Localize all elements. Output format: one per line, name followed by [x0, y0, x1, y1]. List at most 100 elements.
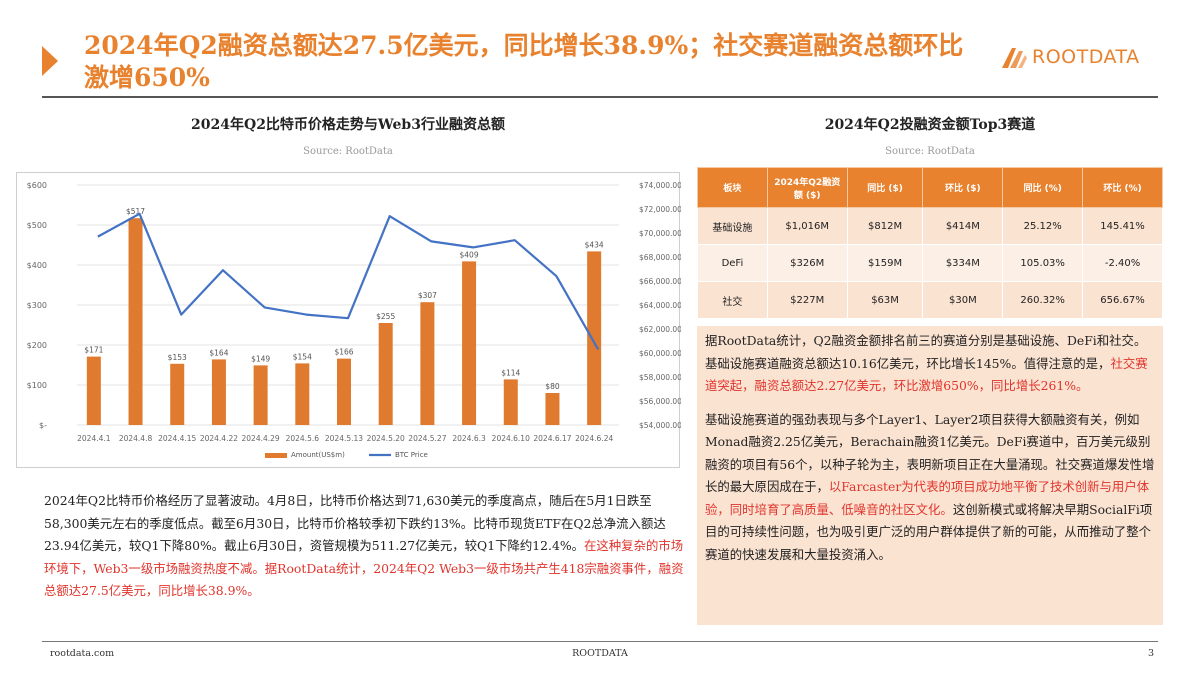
right-axis-tick: $62,000.00 — [639, 325, 681, 334]
bar — [86, 356, 101, 425]
right-axis-tick: $72,000.00 — [639, 205, 681, 214]
x-axis-tick: 2024.5.6 — [286, 434, 320, 443]
table-header-row: 板块 2024年Q2融资额 ($) 同比 ($) 环比 ($) 同比 (%) 环… — [697, 167, 1163, 208]
footer-site: rootdata.com — [50, 648, 115, 659]
btc-funding-chart: $600 $500 $400 $300 $200 $100 $- $74,000.00 $72,… — [16, 172, 681, 468]
table-cell: $1,016M — [766, 207, 848, 245]
x-axis-tick: 2024.6.10 — [492, 434, 530, 443]
table-header-cell: 环比 (%) — [1082, 167, 1163, 208]
bar — [170, 363, 185, 425]
left-chart-title: 2024年Q2比特币价格走势与Web3行业融资总额 — [191, 117, 505, 133]
right-axis-tick: $68,000.00 — [639, 253, 681, 262]
bar-data-label: $166 — [334, 348, 353, 357]
table-row: 基础设施 $1,016M $812M $414M 25.12% 145.41% — [697, 207, 1163, 245]
table-row: 社交 $227M $63M $30M 260.32% 656.67% — [697, 281, 1163, 319]
bar — [337, 358, 351, 425]
table-row: DeFi $326M $159M $334M 105.03% -2.40% — [697, 244, 1163, 282]
right-table-source: Source: RootData — [885, 146, 975, 157]
x-axis-tick: 2024.4.15 — [158, 434, 196, 443]
bar-data-label: $517 — [126, 207, 145, 216]
right-axis-tick: $58,000.00 — [639, 373, 681, 382]
right-analysis-paragraph-2: 基础设施赛道的强劲表现与多个Layer1、Layer2项目获得大额融资有关，例如… — [705, 409, 1155, 567]
right-axis-tick: $60,000.00 — [639, 349, 681, 358]
bar-data-label: $80 — [545, 382, 560, 391]
x-axis-tick: 2024.4.22 — [200, 434, 238, 443]
page-title: 2024年Q2融资总额达27.5亿美元，同比增长38.9%；社交赛道融资总额环比… — [84, 31, 964, 92]
table-cell: $812M — [846, 207, 924, 245]
bar-data-label: $154 — [293, 352, 312, 361]
table-cell: $227M — [766, 281, 848, 319]
right-analysis-paragraph-1: 据RootData统计，Q2融资金额排名前三的赛道分别是基础设施、DeFi和社交… — [705, 330, 1155, 398]
bar — [211, 359, 226, 425]
x-axis-tick: 2024.6.17 — [533, 434, 571, 443]
table-cell: 145.41% — [1082, 207, 1163, 245]
footer-brand: ROOTDATA — [572, 648, 628, 659]
bar-data-label: $171 — [84, 346, 103, 355]
bar-data-label: $307 — [418, 291, 437, 300]
left-summary-text: 2024年Q2比特币价格经历了显著波动。4月8日，比特币价格达到71,630美元… — [44, 493, 666, 553]
left-axis-tick: $400 — [27, 261, 47, 270]
rootdata-logo: ROOTDATA — [1000, 42, 1140, 72]
x-axis-tick: 2024.4.29 — [242, 434, 280, 443]
legend-swatch-amount — [265, 453, 287, 458]
x-axis-tick: 2024.5.27 — [408, 434, 446, 443]
table-header-cell: 同比 (%) — [1002, 167, 1084, 208]
x-axis-tick: 2024.6.3 — [452, 434, 486, 443]
right-axis-tick: $70,000.00 — [639, 229, 681, 238]
logo-text: ROOTDATA — [1032, 46, 1140, 68]
table-header-cell: 同比 ($) — [846, 167, 924, 208]
bar — [503, 379, 518, 425]
table-cell: $63M — [846, 281, 924, 319]
bar — [295, 363, 310, 425]
left-summary-highlight: 在这种复杂的市场环境下，Web3一级市场融资热度不减。据RootData统计，2… — [44, 538, 684, 598]
left-axis-tick: $100 — [27, 381, 47, 390]
bar — [420, 302, 435, 425]
right-text: 基础设施赛道的强劲表现与多个Layer1、Layer2项目获得大额融资有关，例如… — [705, 411, 1155, 495]
bar — [128, 218, 143, 425]
x-axis-tick: 2024.4.1 — [77, 434, 111, 443]
bar-data-label: $164 — [209, 348, 228, 357]
right-axis-tick: $54,000.00 — [639, 421, 681, 430]
title-marker-icon — [42, 46, 58, 76]
x-axis-tick: 2024.6.24 — [575, 434, 613, 443]
table-cell: 社交 — [697, 281, 768, 319]
table-cell: 105.03% — [1002, 244, 1084, 282]
left-axis-tick: $300 — [27, 301, 47, 310]
table-cell: 656.67% — [1082, 281, 1163, 319]
x-axis-tick: 2024.4.8 — [119, 434, 153, 443]
footer-divider — [42, 641, 1158, 642]
chart-svg: $600 $500 $400 $300 $200 $100 $- $74,000.00 $72,… — [27, 181, 681, 459]
bar-data-label: $434 — [585, 240, 604, 249]
bar-data-label: $153 — [168, 353, 187, 362]
left-axis-tick: $500 — [27, 221, 47, 230]
table-header-cell: 板块 — [697, 167, 768, 208]
right-text: 据RootData统计，Q2融资金额排名前三的赛道分别是基础设施、DeFi和社交… — [705, 333, 1147, 371]
left-chart-source: Source: RootData — [303, 146, 393, 157]
table-cell: 260.32% — [1002, 281, 1084, 319]
table-cell: $159M — [846, 244, 924, 282]
right-axis-tick: $56,000.00 — [639, 397, 681, 406]
bar — [462, 261, 477, 425]
page-number: 3 — [1148, 648, 1155, 659]
table-cell: $30M — [922, 281, 1004, 319]
right-axis-tick: $66,000.00 — [639, 277, 681, 286]
right-axis-tick: $74,000.00 — [639, 181, 681, 190]
table-cell: DeFi — [697, 244, 768, 282]
left-axis-tick: $600 — [27, 181, 47, 190]
x-axis-tick: 2024.5.13 — [325, 434, 363, 443]
left-axis-tick: $200 — [27, 341, 47, 350]
table-cell: $334M — [922, 244, 1004, 282]
legend-label: BTC Price — [395, 451, 428, 459]
table-header-cell: 2024年Q2融资额 ($) — [766, 167, 848, 208]
legend-label: Amount(US$m) — [291, 451, 345, 459]
x-axis-tick: 2024.5.20 — [367, 434, 405, 443]
bar-data-label: $409 — [460, 250, 479, 259]
bar — [545, 393, 560, 425]
table-cell: 基础设施 — [697, 207, 768, 245]
table-header-cell: 环比 ($) — [922, 167, 1004, 208]
bar-data-label: $149 — [251, 354, 270, 363]
table-cell: -2.40% — [1082, 244, 1163, 282]
bar-data-label: $114 — [501, 368, 520, 377]
bar-data-label: $255 — [376, 312, 395, 321]
top3-sectors-table: 板块 2024年Q2融资额 ($) 同比 ($) 环比 ($) 同比 (%) 环… — [697, 167, 1163, 319]
